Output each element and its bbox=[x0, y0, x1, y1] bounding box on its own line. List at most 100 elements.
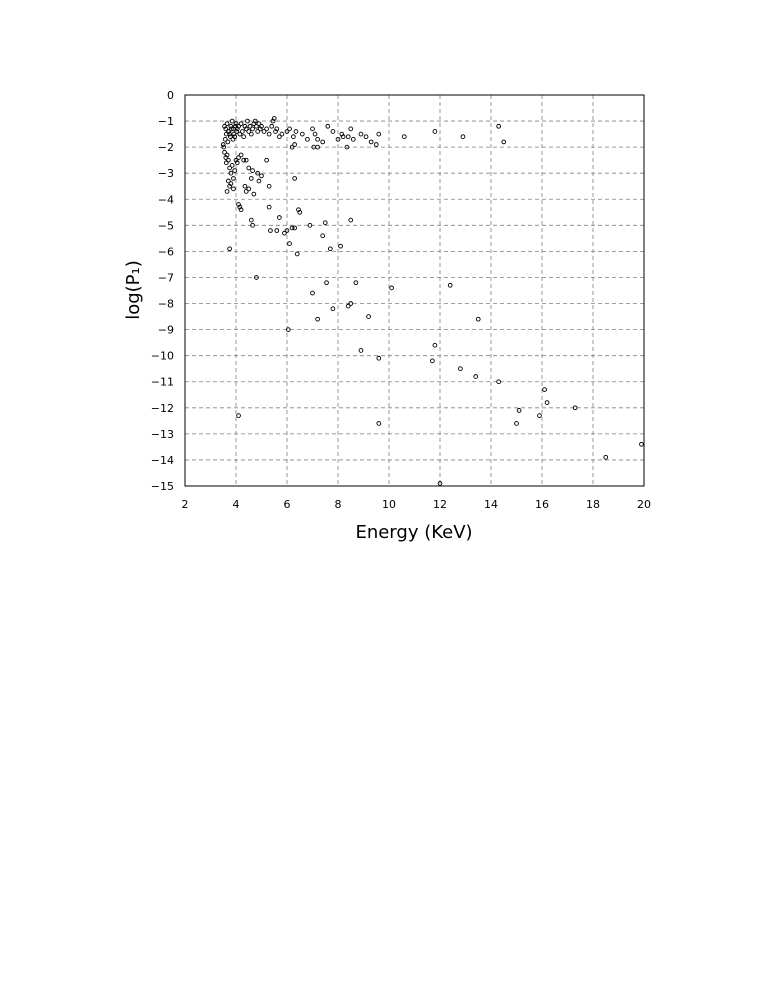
data-point bbox=[274, 228, 280, 233]
data-point bbox=[228, 170, 234, 176]
data-point bbox=[340, 134, 346, 140]
data-point bbox=[315, 136, 320, 142]
data-point bbox=[292, 176, 297, 181]
data-point bbox=[294, 251, 300, 257]
y-tick-label: −7 bbox=[158, 271, 174, 284]
data-point bbox=[542, 387, 547, 392]
data-point bbox=[246, 186, 252, 192]
data-point bbox=[233, 121, 239, 127]
data-point bbox=[277, 134, 282, 140]
data-point bbox=[227, 246, 232, 252]
data-point bbox=[242, 123, 248, 129]
y-tick-label: −15 bbox=[151, 480, 174, 493]
data-point bbox=[232, 168, 238, 173]
data-point bbox=[243, 126, 249, 132]
x-axis-title: Energy (KeV) bbox=[355, 522, 472, 543]
data-point bbox=[223, 126, 229, 132]
y-tick-label: −10 bbox=[151, 350, 174, 363]
data-point bbox=[221, 144, 227, 150]
data-point bbox=[293, 129, 299, 134]
data-point bbox=[242, 183, 248, 189]
y-tick-label: −2 bbox=[158, 141, 174, 154]
data-point bbox=[322, 220, 328, 226]
y-axis-ticks: 0 −1 −2 −3 −4 −5 −6 −7 −8 −9 −10 −11 −12 −13 −14 −15 bbox=[151, 89, 174, 493]
data-point bbox=[312, 131, 318, 137]
data-point bbox=[328, 246, 333, 252]
data-point bbox=[268, 228, 273, 233]
y-tick-label: −3 bbox=[158, 167, 174, 180]
x-tick-label: 16 bbox=[535, 498, 549, 511]
data-point bbox=[320, 233, 326, 239]
data-point bbox=[353, 280, 359, 286]
data-points bbox=[220, 116, 644, 486]
data-point bbox=[289, 144, 295, 150]
data-point bbox=[458, 366, 463, 372]
data-point bbox=[389, 285, 394, 291]
data-point bbox=[246, 129, 252, 134]
data-point bbox=[226, 129, 232, 134]
data-point bbox=[222, 123, 227, 129]
data-point bbox=[345, 303, 351, 309]
data-point bbox=[501, 139, 507, 145]
data-point bbox=[335, 136, 341, 142]
data-point bbox=[266, 183, 272, 189]
y-tick-label: −13 bbox=[151, 428, 174, 441]
data-point bbox=[229, 163, 235, 168]
x-axis-ticks: 2 4 6 8 10 12 14 16 18 20 bbox=[182, 498, 652, 511]
data-point bbox=[299, 131, 305, 137]
data-point bbox=[259, 123, 264, 129]
data-point bbox=[256, 178, 262, 184]
data-point bbox=[238, 121, 244, 127]
data-point bbox=[572, 405, 578, 411]
x-tick-label: 6 bbox=[284, 498, 291, 511]
y-tick-label: −5 bbox=[158, 219, 174, 232]
x-tick-label: 14 bbox=[484, 498, 498, 511]
data-point bbox=[296, 207, 301, 213]
data-point bbox=[279, 131, 285, 137]
data-point bbox=[248, 217, 254, 223]
data-point bbox=[345, 134, 351, 140]
data-point bbox=[348, 301, 354, 306]
data-point bbox=[325, 123, 331, 129]
data-point bbox=[348, 126, 354, 132]
y-tick-label: −14 bbox=[151, 454, 174, 467]
data-point bbox=[222, 149, 227, 155]
plot-frame bbox=[184, 94, 645, 487]
x-tick-label: 8 bbox=[335, 498, 342, 511]
data-point bbox=[270, 118, 276, 124]
data-point bbox=[250, 168, 255, 173]
data-point bbox=[226, 157, 231, 163]
data-point bbox=[292, 142, 297, 147]
data-point bbox=[350, 136, 356, 142]
data-point bbox=[256, 121, 262, 127]
data-point bbox=[229, 118, 235, 124]
data-point bbox=[603, 454, 609, 460]
data-point bbox=[496, 123, 501, 129]
data-point bbox=[544, 400, 550, 405]
data-point bbox=[237, 204, 243, 210]
data-point bbox=[255, 129, 261, 134]
data-point bbox=[432, 342, 438, 348]
y-tick-label: −4 bbox=[158, 193, 174, 206]
data-point bbox=[287, 241, 292, 246]
data-point bbox=[231, 131, 237, 137]
data-point bbox=[251, 121, 257, 127]
data-point bbox=[358, 131, 364, 137]
data-point bbox=[238, 152, 244, 158]
data-point bbox=[460, 134, 466, 140]
data-point bbox=[376, 355, 382, 361]
data-point bbox=[236, 202, 241, 207]
data-point bbox=[252, 118, 258, 124]
grid bbox=[185, 95, 644, 486]
y-tick-label: −1 bbox=[158, 115, 174, 128]
y-tick-label: 0 bbox=[167, 89, 174, 102]
data-point bbox=[259, 173, 264, 179]
data-point bbox=[475, 316, 481, 322]
data-point bbox=[234, 126, 240, 132]
data-point bbox=[348, 217, 354, 223]
data-point bbox=[222, 136, 228, 142]
y-tick-label: −8 bbox=[158, 298, 174, 311]
data-point bbox=[264, 157, 269, 163]
data-point bbox=[437, 481, 443, 486]
data-point bbox=[257, 126, 263, 132]
